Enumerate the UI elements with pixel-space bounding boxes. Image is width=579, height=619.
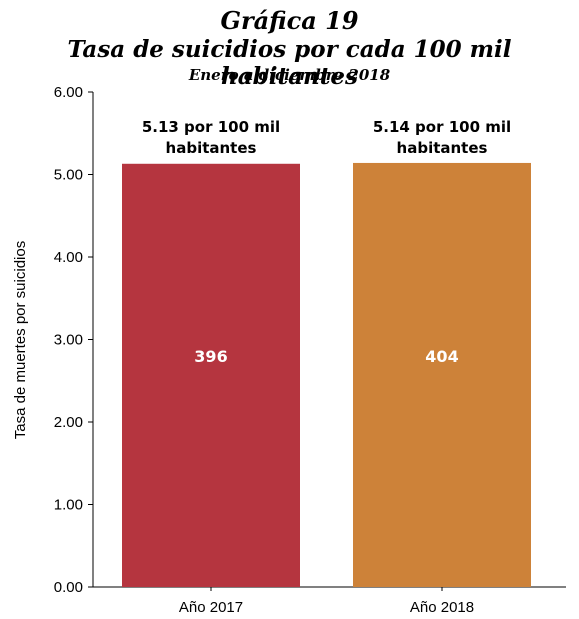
y-tick-label: 5.00 [54, 167, 83, 184]
y-tick-label: 3.00 [54, 332, 83, 349]
y-tick-label: 6.00 [54, 84, 83, 101]
bar-1 [122, 163, 300, 587]
bar-value-label: 5.14 por 100 mil [373, 118, 511, 136]
chart-subtitle: Tasa de suicidios por cada 100 mil habit… [67, 36, 512, 90]
bar-2 [353, 162, 531, 587]
bar-count-label: 396 [194, 347, 227, 366]
y-axis-label: Tasa de muertes por suicidios [12, 241, 29, 439]
y-tick-label: 0.00 [54, 579, 83, 596]
y-tick-label: 4.00 [54, 249, 83, 266]
chart-period: Enero a diciembre 2018 [188, 66, 391, 84]
x-category-label: Año 2017 [179, 599, 243, 616]
x-category-label: Año 2018 [410, 599, 474, 616]
chart-title: Gráfica 19 [220, 6, 359, 35]
y-tick-label: 2.00 [54, 414, 83, 431]
bar-value-label: habitantes [166, 139, 257, 157]
bar-count-label: 404 [425, 347, 458, 366]
bar-value-label: habitantes [397, 139, 488, 157]
bar-value-label: 5.13 por 100 mil [142, 118, 280, 136]
y-tick-label: 1.00 [54, 497, 83, 514]
